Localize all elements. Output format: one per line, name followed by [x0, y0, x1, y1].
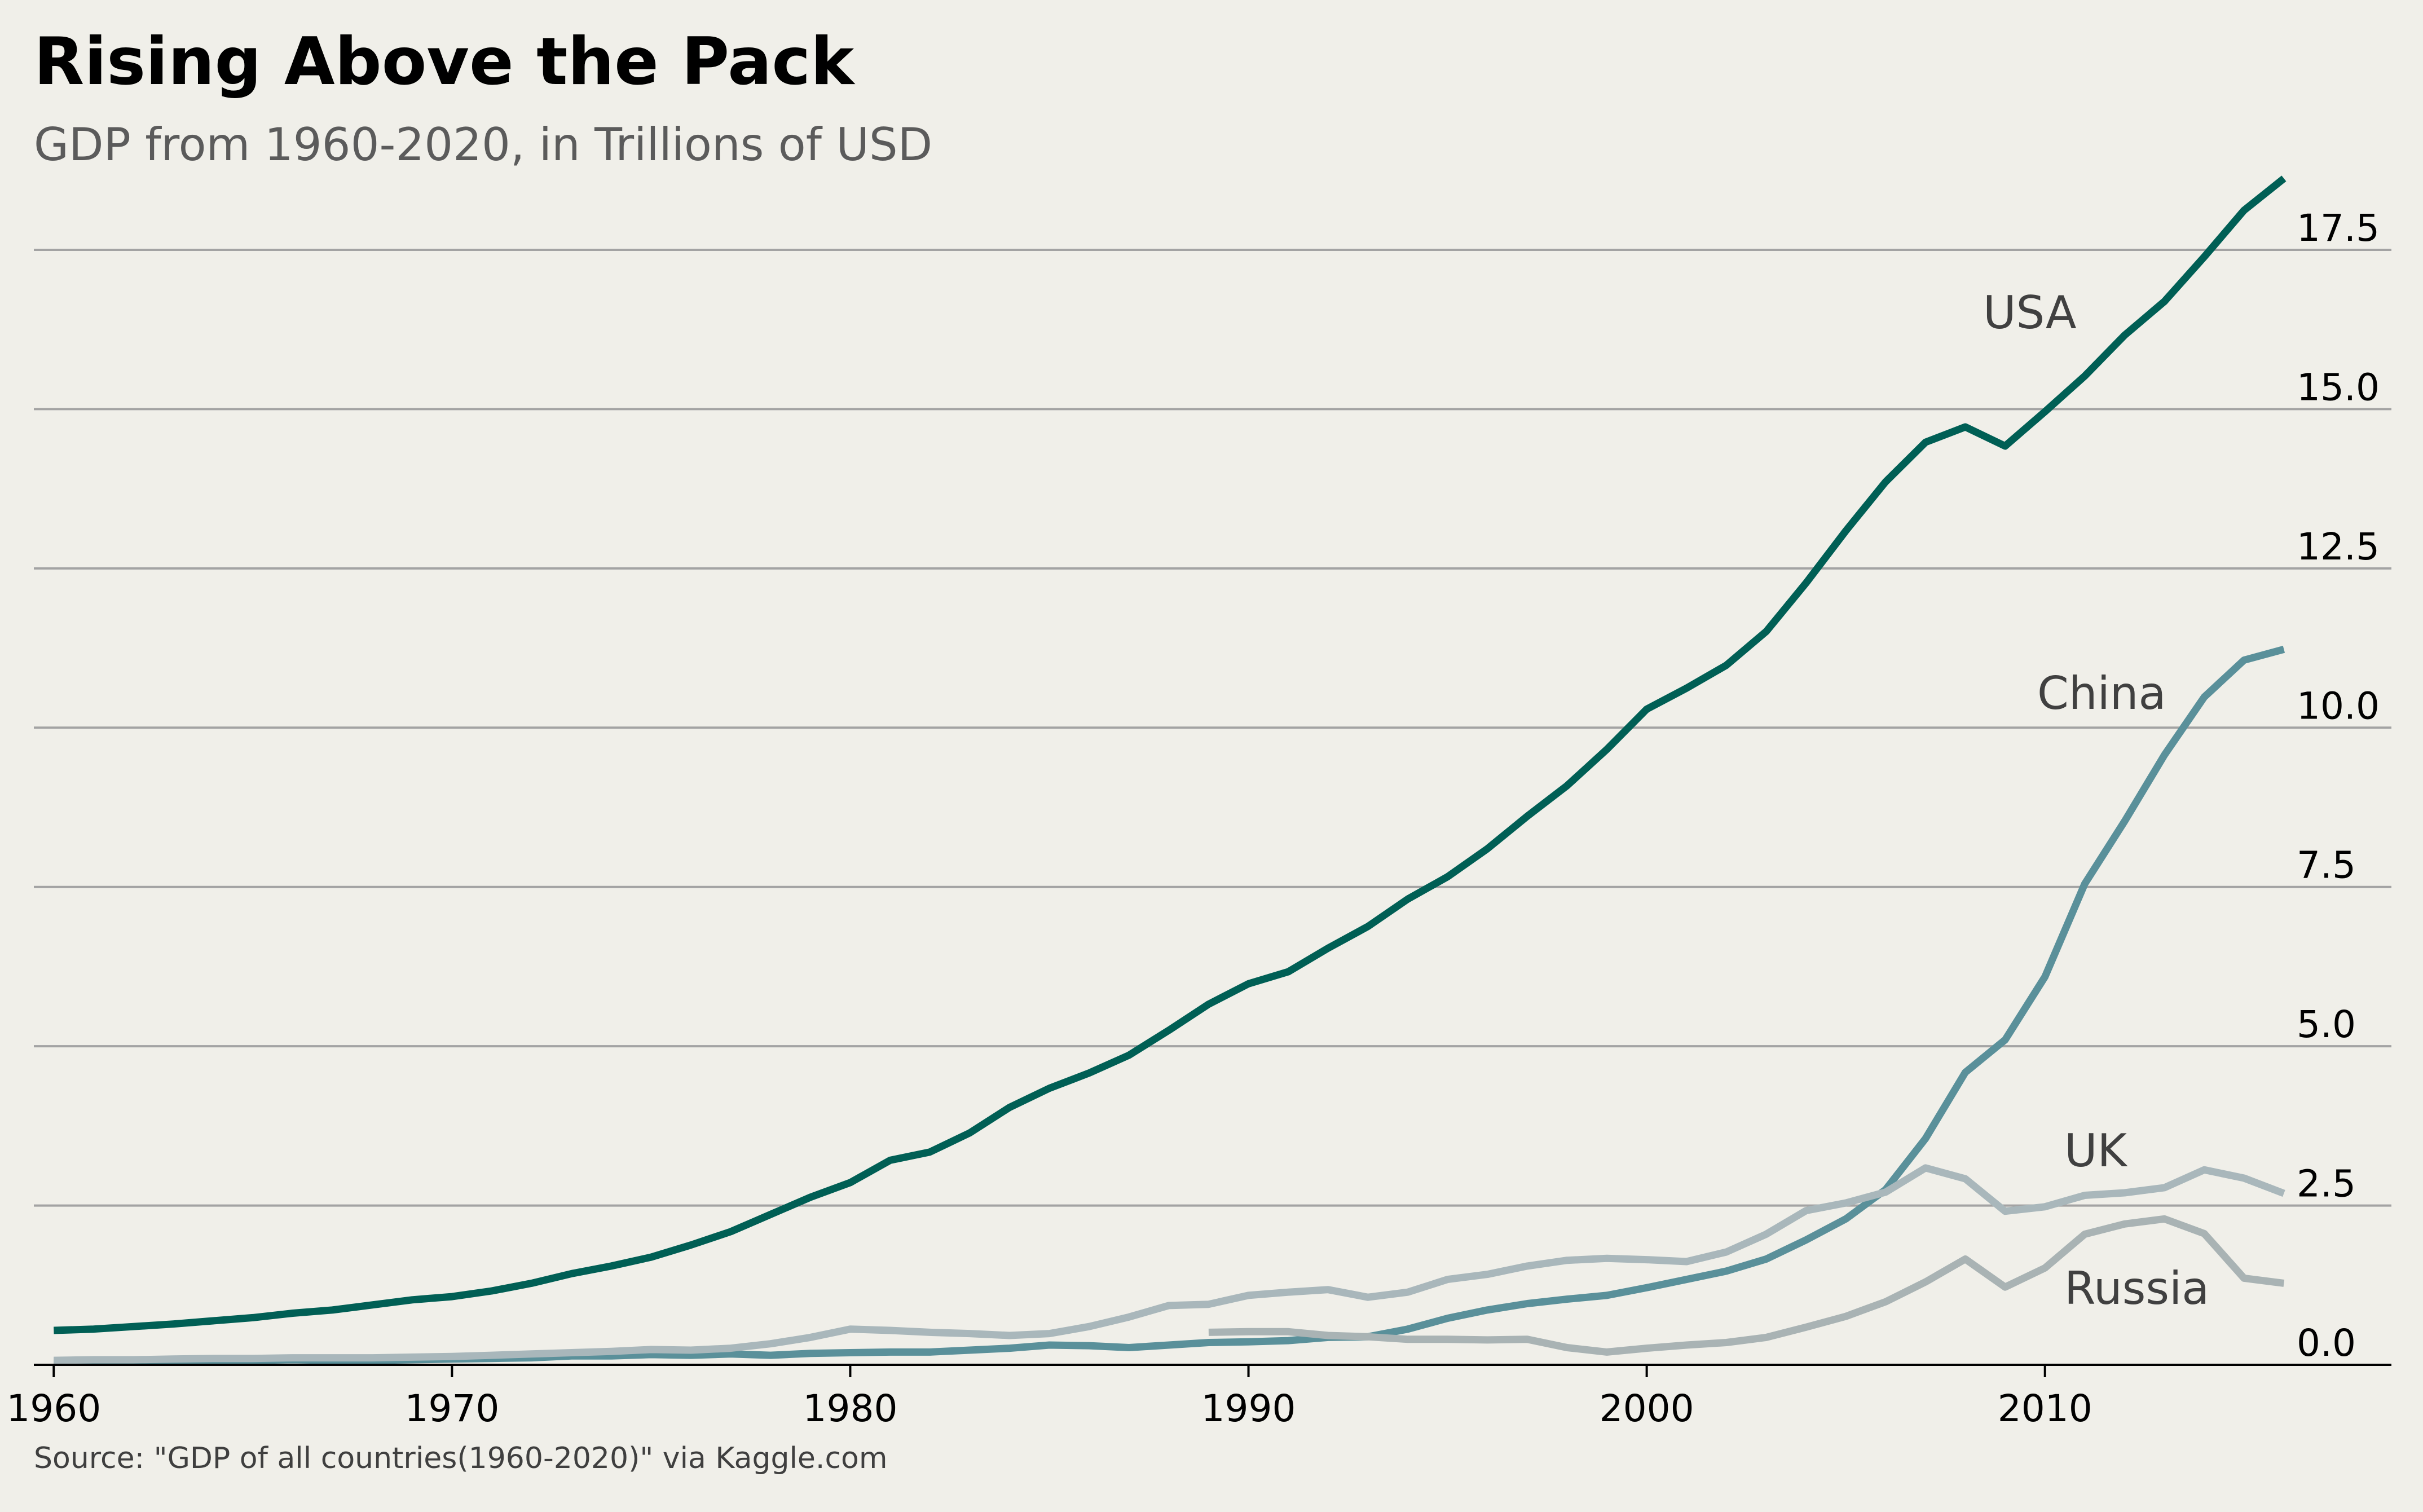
series-line-russia [1208, 1215, 2285, 1356]
y-tick-label: 2.5 [2297, 1162, 2356, 1206]
y-tick-label: 0.0 [2297, 1321, 2356, 1365]
x-tick-label: 1960 [6, 1387, 101, 1430]
y-tick-label: 10.0 [2297, 684, 2380, 728]
x-tick-label: 2000 [1600, 1387, 1694, 1430]
series-label-china: China [2037, 667, 2166, 720]
series-line-china [54, 646, 2285, 1365]
x-tick-labels: 1960 1970 1980 1990 2000 2010 [6, 1387, 2092, 1430]
series-labels: USA China UK Russia [1983, 286, 2209, 1315]
source-note: Source: "GDP of all countries(1960-2020)… [34, 1442, 888, 1475]
y-tick-label: 5.0 [2297, 1003, 2356, 1046]
series-label-uk: UK [2064, 1125, 2129, 1177]
series-label-russia: Russia [2064, 1262, 2209, 1315]
x-axis [34, 1364, 2391, 1377]
y-tick-label: 17.5 [2297, 206, 2380, 250]
x-tick-label: 1970 [404, 1387, 499, 1430]
series-lines [54, 175, 2287, 1365]
series-line-uk [54, 1164, 2285, 1364]
x-tick-label: 2010 [1998, 1387, 2092, 1430]
y-tick-label: 15.0 [2297, 365, 2380, 409]
chart-subtitle: GDP from 1960-2020, in Trillions of USD [34, 118, 933, 171]
y-tick-label: 12.5 [2297, 525, 2380, 568]
series-label-usa: USA [1983, 286, 2077, 339]
x-tick-label: 1980 [803, 1387, 897, 1430]
y-tick-label: 7.5 [2297, 844, 2356, 887]
chart-title: Rising Above the Pack [34, 24, 854, 100]
y-tick-labels: 0.0 2.5 5.0 7.5 10.0 12.5 15.0 17.5 [2297, 206, 2380, 1365]
series-line-usa [54, 175, 2287, 1334]
gridlines [34, 248, 2391, 1207]
x-tick-label: 1990 [1201, 1387, 1296, 1430]
